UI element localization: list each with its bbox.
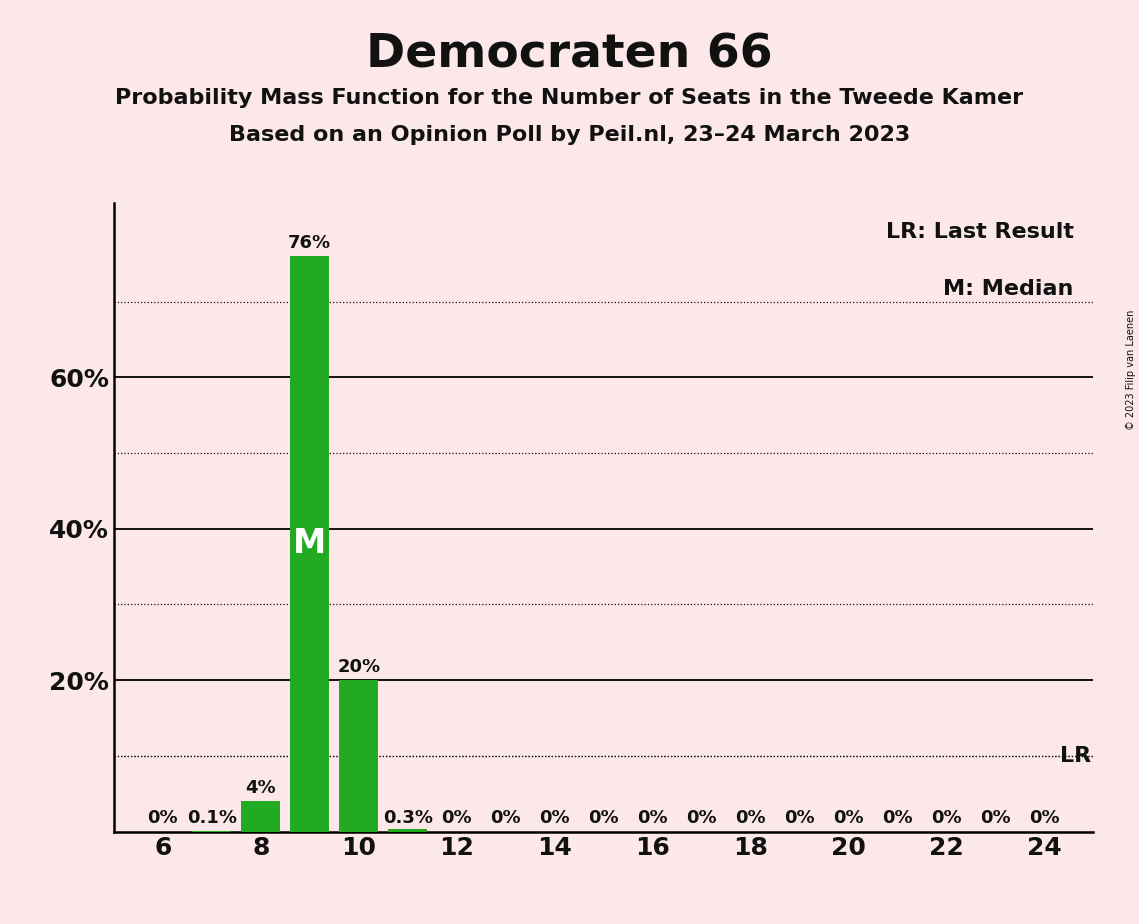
Text: 0%: 0% bbox=[148, 809, 178, 827]
Bar bbox=[241, 801, 280, 832]
Text: 0%: 0% bbox=[981, 809, 1010, 827]
Bar bbox=[339, 680, 378, 832]
Text: 0%: 0% bbox=[638, 809, 667, 827]
Text: 0%: 0% bbox=[491, 809, 521, 827]
Text: 0.3%: 0.3% bbox=[383, 809, 433, 827]
Text: M: M bbox=[293, 528, 327, 561]
Text: 0%: 0% bbox=[736, 809, 765, 827]
Text: 0%: 0% bbox=[834, 809, 863, 827]
Text: Democraten 66: Democraten 66 bbox=[366, 32, 773, 78]
Text: 0%: 0% bbox=[1030, 809, 1059, 827]
Text: M: Median: M: Median bbox=[943, 279, 1074, 298]
Text: Probability Mass Function for the Number of Seats in the Tweede Kamer: Probability Mass Function for the Number… bbox=[115, 88, 1024, 108]
Text: 0%: 0% bbox=[687, 809, 716, 827]
Text: 20%: 20% bbox=[337, 658, 380, 675]
Text: LR: Last Result: LR: Last Result bbox=[886, 222, 1074, 242]
Text: 0%: 0% bbox=[785, 809, 814, 827]
Text: 0%: 0% bbox=[932, 809, 961, 827]
Text: 0%: 0% bbox=[442, 809, 472, 827]
Text: 76%: 76% bbox=[288, 234, 331, 251]
Text: 0%: 0% bbox=[589, 809, 618, 827]
Bar bbox=[290, 256, 329, 832]
Text: 0%: 0% bbox=[540, 809, 570, 827]
Text: 0.1%: 0.1% bbox=[187, 809, 237, 827]
Bar bbox=[388, 830, 427, 832]
Text: Based on an Opinion Poll by Peil.nl, 23–24 March 2023: Based on an Opinion Poll by Peil.nl, 23–… bbox=[229, 125, 910, 145]
Text: 4%: 4% bbox=[246, 779, 276, 796]
Text: © 2023 Filip van Laenen: © 2023 Filip van Laenen bbox=[1126, 310, 1136, 430]
Text: LR: LR bbox=[1060, 746, 1091, 766]
Text: 0%: 0% bbox=[883, 809, 912, 827]
